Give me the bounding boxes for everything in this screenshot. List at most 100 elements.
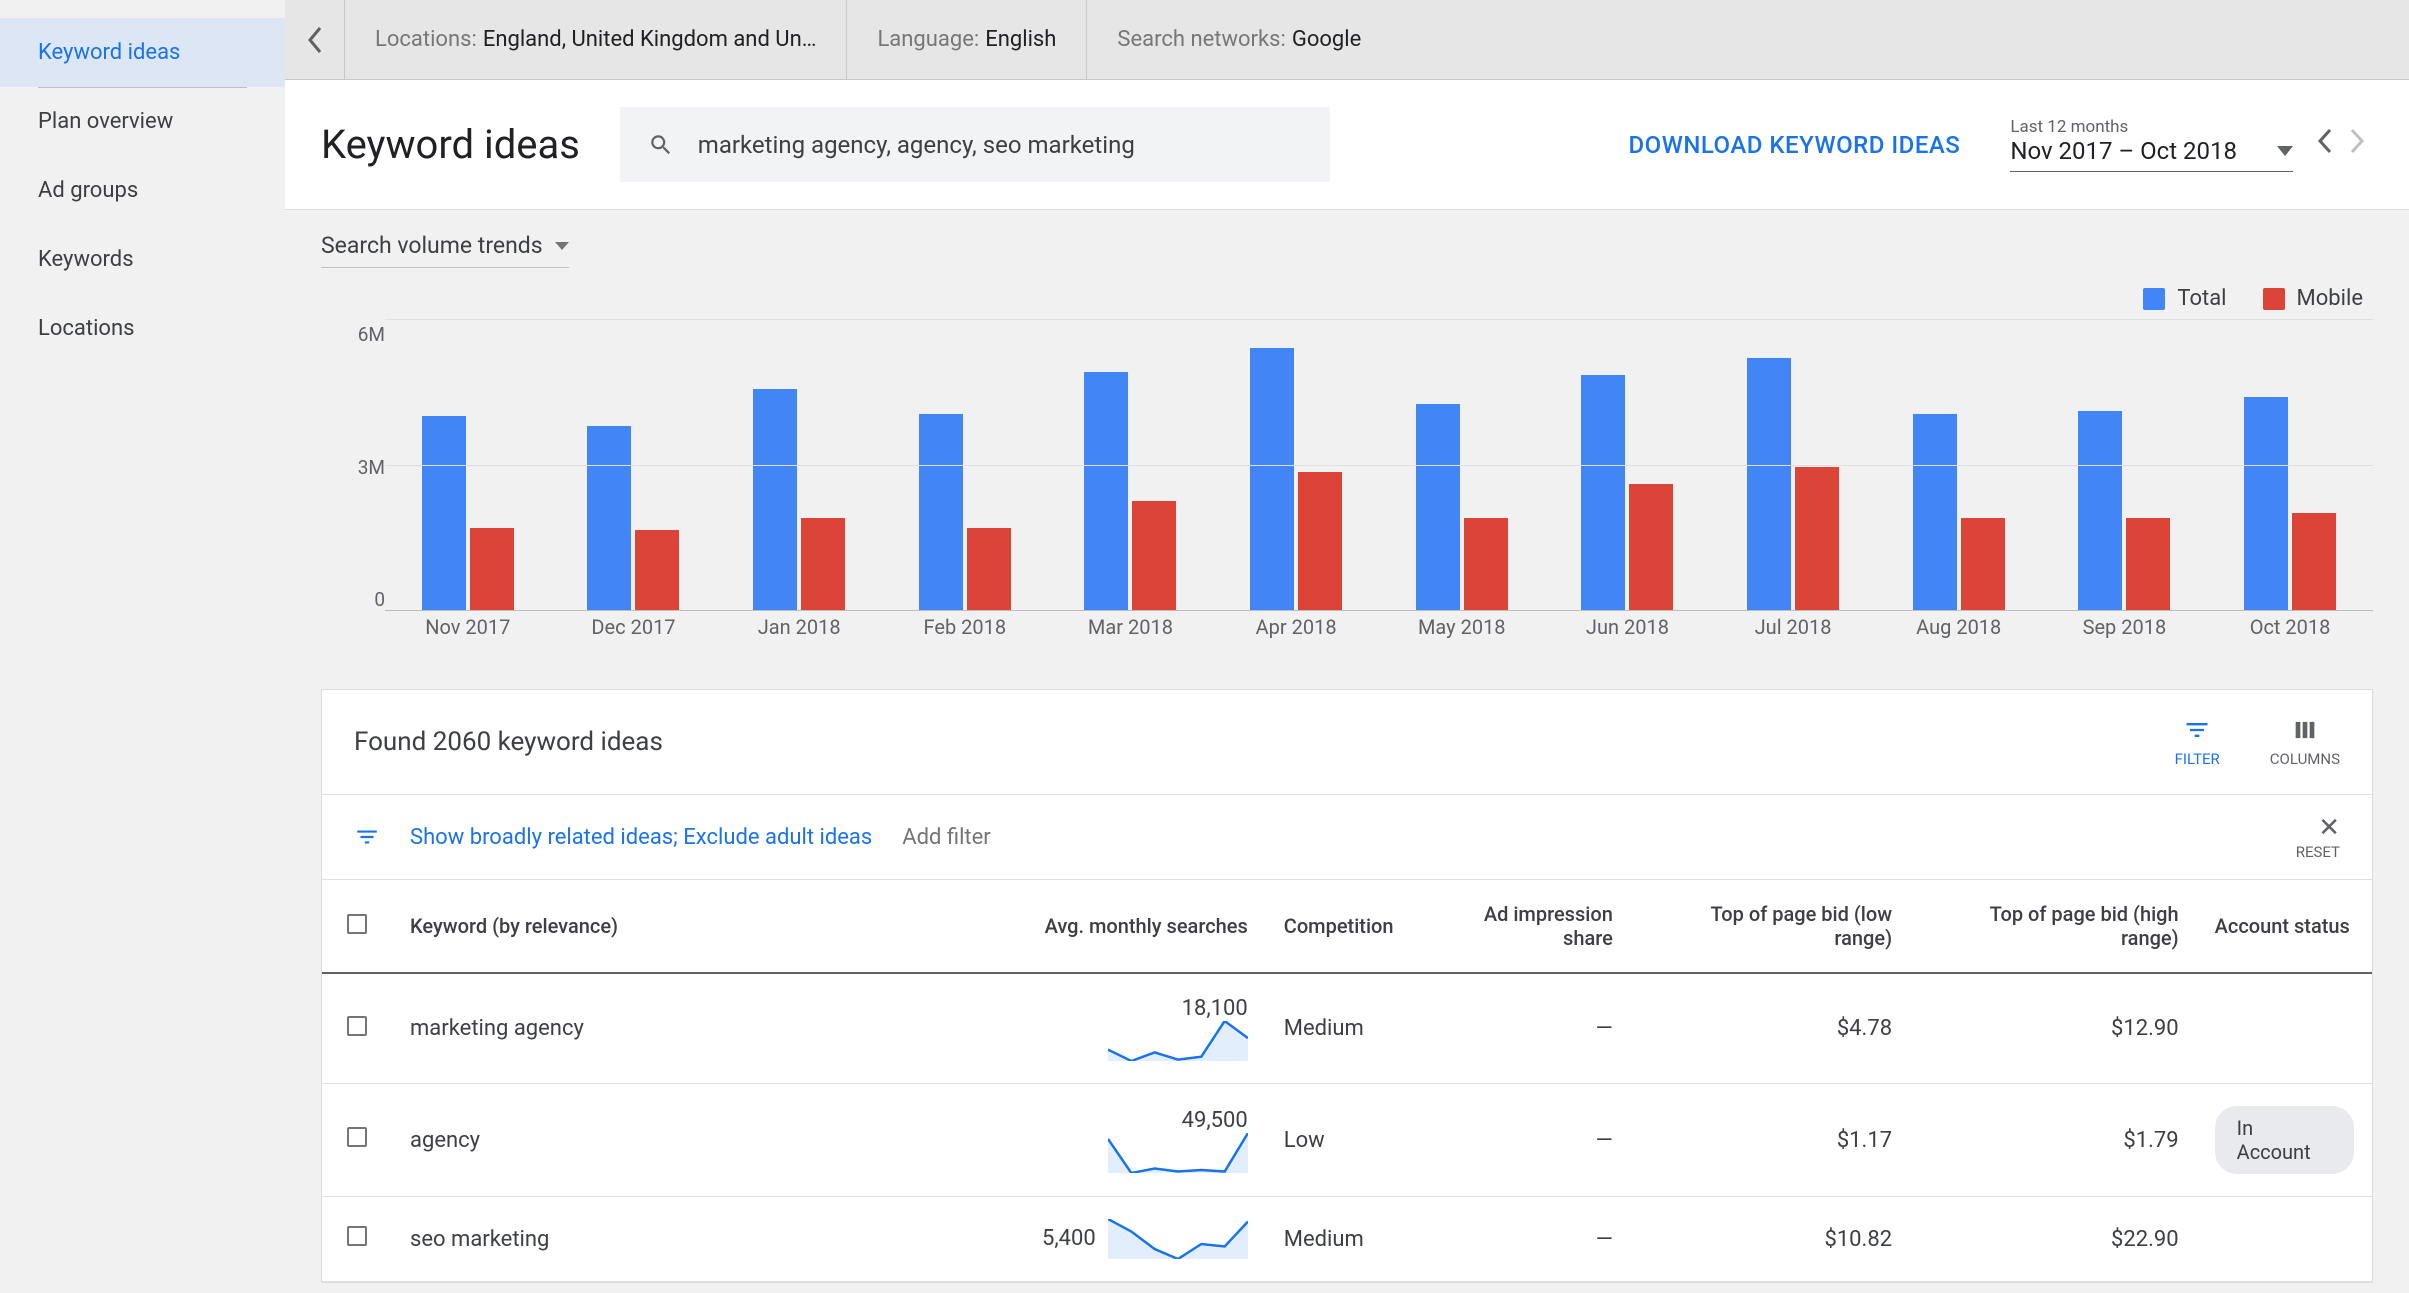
- bar-group: [1061, 319, 1200, 610]
- bar-total: [919, 414, 963, 610]
- sidebar-item-keywords[interactable]: Keywords: [0, 225, 285, 294]
- bar-total: [2244, 397, 2288, 610]
- date-next-button[interactable]: [2341, 120, 2373, 169]
- status-cell: [2197, 973, 2372, 1084]
- bar-group: [2220, 319, 2359, 610]
- keyword-cell: marketing agency: [392, 973, 1012, 1084]
- bar-group: [2055, 319, 2194, 610]
- competition-cell: Low: [1266, 1084, 1412, 1197]
- bar-mobile: [801, 518, 845, 610]
- bar-mobile: [1464, 518, 1508, 610]
- status-pill[interactable]: In Account: [2215, 1106, 2354, 1174]
- filter-icon: [2183, 716, 2211, 744]
- bid-high-cell: $22.90: [1910, 1197, 2197, 1282]
- bar-total: [1416, 404, 1460, 610]
- bar-group: [895, 319, 1034, 610]
- bid-high-cell: $1.79: [1910, 1084, 2197, 1197]
- share-cell: —: [1412, 1197, 1631, 1282]
- results-header: Found 2060 keyword ideas FILTER COLUMNS: [322, 690, 2372, 794]
- date-prev-button[interactable]: [2309, 120, 2341, 169]
- x-tick: May 2018: [1392, 615, 1531, 639]
- bar-total: [422, 416, 466, 610]
- reset-button[interactable]: ✕: [2296, 813, 2340, 843]
- competition-cell: Medium: [1266, 973, 1412, 1084]
- context-language[interactable]: Language: English: [847, 0, 1087, 79]
- search-icon: [648, 131, 674, 159]
- filter-row: Show broadly related ideas; Exclude adul…: [322, 794, 2372, 879]
- sidebar-item-plan-overview[interactable]: Plan overview: [0, 87, 285, 156]
- x-tick: Jun 2018: [1558, 615, 1697, 639]
- context-language-value: English: [985, 27, 1056, 52]
- column-header[interactable]: Keyword (by relevance): [392, 880, 1012, 974]
- bar-group: [1724, 319, 1863, 610]
- x-tick: Nov 2017: [398, 615, 537, 639]
- bar-group: [564, 319, 703, 610]
- column-header[interactable]: Avg. monthly searches: [1012, 880, 1266, 974]
- bar-group: [1889, 319, 2028, 610]
- chart-title-text: Search volume trends: [321, 232, 543, 259]
- download-button[interactable]: DOWNLOAD KEYWORD IDEAS: [1628, 131, 1960, 159]
- sidebar-item-keyword-ideas[interactable]: Keyword ideas: [0, 18, 285, 87]
- row-checkbox[interactable]: [347, 1226, 367, 1246]
- select-all-checkbox[interactable]: [347, 914, 367, 934]
- columns-button[interactable]: COLUMNS: [2270, 716, 2340, 768]
- y-tick: 0: [374, 588, 385, 611]
- bid-low-cell: $10.82: [1631, 1197, 1910, 1282]
- bar-total: [587, 426, 631, 610]
- date-range-selector[interactable]: Last 12 months Nov 2017 – Oct 2018: [2010, 117, 2293, 172]
- chart-legend: Total Mobile: [321, 286, 2363, 311]
- bar-total: [1250, 348, 1294, 610]
- context-networks-label: Search networks:: [1117, 27, 1285, 52]
- y-axis: 6M3M0: [321, 319, 385, 611]
- search-input[interactable]: [698, 131, 1302, 159]
- row-checkbox[interactable]: [347, 1127, 367, 1147]
- x-tick: Sep 2018: [2055, 615, 2194, 639]
- column-header[interactable]: Top of page bid (low range): [1631, 880, 1910, 974]
- x-tick: Oct 2018: [2220, 615, 2359, 639]
- searches-cell: 5,400: [1012, 1197, 1266, 1282]
- back-button[interactable]: [285, 0, 345, 79]
- search-box[interactable]: [620, 107, 1330, 182]
- dropdown-icon: [555, 242, 569, 250]
- sidebar-item-locations[interactable]: Locations: [0, 294, 285, 363]
- filter-icon: [354, 824, 380, 850]
- chevron-left-icon: [306, 26, 324, 54]
- bar-total: [1913, 414, 1957, 610]
- context-bar: Locations: England, United Kingdom and U…: [285, 0, 2409, 80]
- bar-mobile: [967, 528, 1011, 610]
- date-range-label: Last 12 months: [2010, 117, 2293, 137]
- share-cell: —: [1412, 1084, 1631, 1197]
- column-header[interactable]: Ad impression share: [1412, 880, 1631, 974]
- filter-applied-text[interactable]: Show broadly related ideas; Exclude adul…: [410, 825, 872, 850]
- context-locations[interactable]: Locations: England, United Kingdom and U…: [345, 0, 847, 79]
- column-header[interactable]: Competition: [1266, 880, 1412, 974]
- keyword-table: Keyword (by relevance)Avg. monthly searc…: [322, 879, 2372, 1282]
- chart-area: Search volume trends Total Mobile 6M3M0 …: [285, 210, 2409, 669]
- column-header[interactable]: Account status: [2197, 880, 2372, 974]
- results-title: Found 2060 keyword ideas: [354, 727, 663, 757]
- chart-title-dropdown[interactable]: Search volume trends: [321, 232, 569, 268]
- filter-button[interactable]: FILTER: [2175, 716, 2220, 768]
- bar-mobile: [2126, 518, 2170, 610]
- chart-plot: [385, 319, 2373, 611]
- page-title: Keyword ideas: [321, 121, 580, 168]
- share-cell: —: [1412, 973, 1631, 1084]
- date-range-value: Nov 2017 – Oct 2018: [2010, 137, 2237, 165]
- bar-mobile: [1961, 518, 2005, 610]
- bid-low-cell: $1.17: [1631, 1084, 1910, 1197]
- column-header[interactable]: Top of page bid (high range): [1910, 880, 2197, 974]
- x-tick: Apr 2018: [1227, 615, 1366, 639]
- add-filter-button[interactable]: Add filter: [902, 825, 990, 850]
- y-tick: 6M: [358, 323, 385, 346]
- x-tick: Aug 2018: [1889, 615, 2028, 639]
- sidebar-item-ad-groups[interactable]: Ad groups: [0, 156, 285, 225]
- bar-total: [1581, 375, 1625, 610]
- context-networks[interactable]: Search networks: Google: [1087, 0, 1391, 79]
- keyword-cell: seo marketing: [392, 1197, 1012, 1282]
- row-checkbox[interactable]: [347, 1016, 367, 1036]
- bar-group: [398, 319, 537, 610]
- main: Locations: England, United Kingdom and U…: [285, 0, 2409, 1293]
- table-row: agency49,500Low—$1.17$1.79In Account: [322, 1084, 2372, 1197]
- bar-total: [1747, 358, 1791, 610]
- legend-total: Total: [2143, 286, 2226, 311]
